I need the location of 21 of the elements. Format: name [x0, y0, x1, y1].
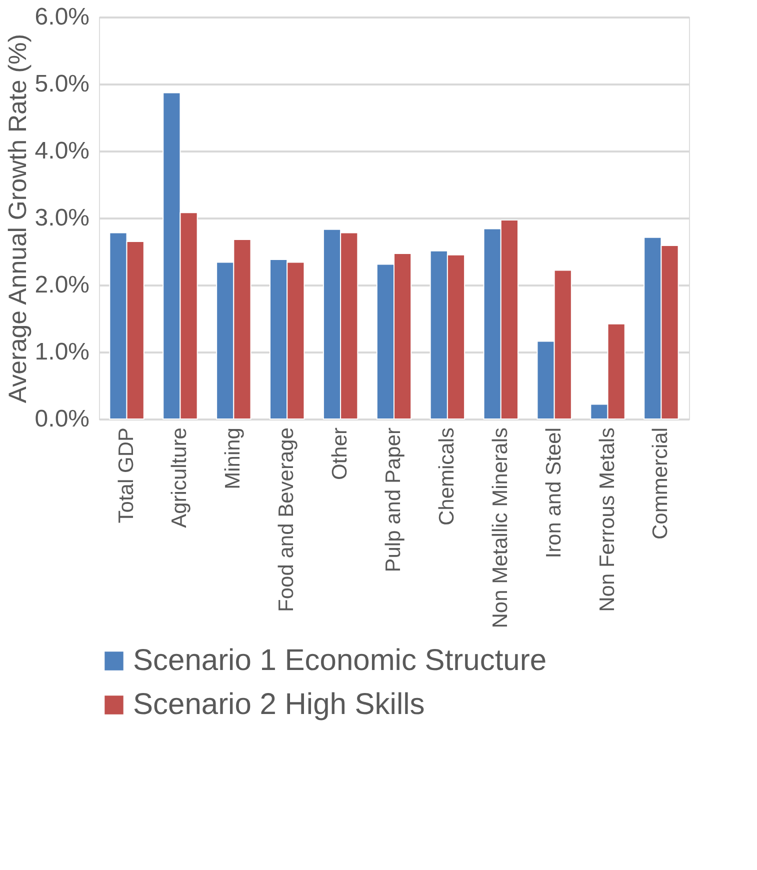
x-tick-label: Chemicals	[435, 428, 458, 526]
x-tick-label: Total GDP	[114, 428, 138, 524]
legend-label: Scenario 1 Economic Structure	[133, 644, 547, 677]
y-tick-label: 5.0%	[34, 70, 90, 98]
y-tick-label: 4.0%	[34, 138, 90, 164]
x-tick-label: Commercial	[649, 428, 672, 540]
y-tick-label: 1.0%	[34, 338, 90, 366]
x-tick-label: Mining	[222, 428, 245, 490]
x-tick-label: Non Metallic Minerals	[488, 428, 512, 628]
x-tick-label: Pulp and Paper	[382, 428, 405, 572]
x-tick-label: Other	[328, 428, 352, 480]
x-tick-label: Non Ferrous Metals	[596, 428, 619, 612]
x-tick-label: Agriculture	[168, 428, 192, 528]
y-tick-label: 0.0%	[34, 406, 90, 432]
y-axis-title: Average Annual Growth Rate (%)	[4, 34, 32, 404]
y-tick-label: 3.0%	[34, 204, 90, 232]
y-tick-label: 6.0%	[34, 4, 90, 30]
legend-label: Scenario 2 High Skills	[133, 688, 425, 721]
y-tick-label: 2.0%	[34, 272, 90, 298]
x-tick-label: Iron and Steel	[542, 428, 566, 558]
x-tick-label: Food and Beverage	[275, 428, 298, 612]
